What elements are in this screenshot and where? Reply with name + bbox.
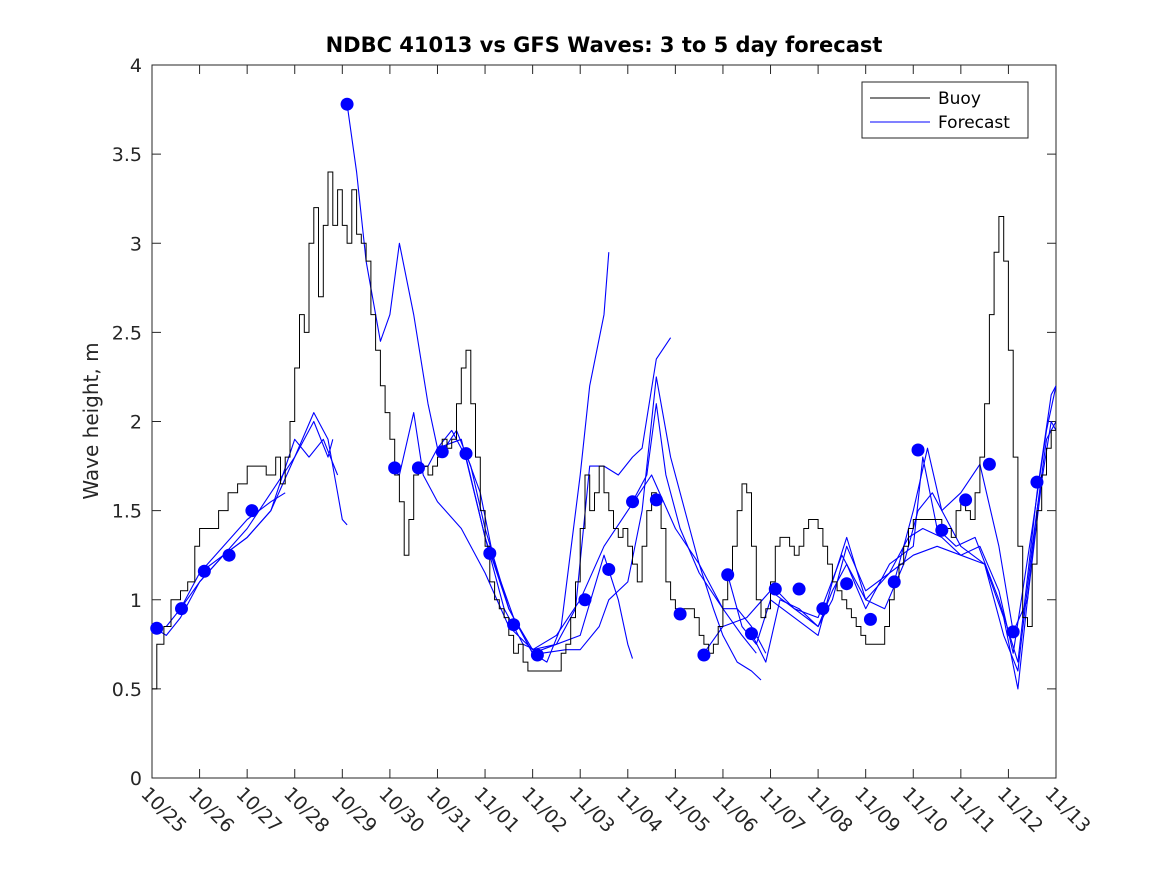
forecast-marker-14 [578, 593, 592, 607]
forecast-line-9 [465, 453, 757, 654]
chart-title: NDBC 41013 vs GFS Waves: 3 to 5 day fore… [326, 33, 883, 57]
y-tick-label: 1.5 [112, 501, 142, 523]
legend: Buoy Forecast [861, 81, 1029, 139]
forecast-marker-21 [744, 627, 758, 641]
forecast-line-15 [893, 447, 1043, 633]
y-tick-label: 1 [130, 590, 142, 612]
forecast-marker-7 [388, 461, 402, 475]
forecast-marker-20 [721, 568, 735, 582]
y-tick-label: 4 [130, 55, 142, 77]
y-tick-label: 0 [130, 768, 142, 790]
forecast-marker-30 [959, 493, 973, 507]
legend-box [861, 81, 1029, 139]
forecast-marker-25 [840, 577, 854, 591]
plot-area-frame [151, 64, 1057, 779]
forecast-marker-3 [197, 564, 211, 578]
y-axis: 0 0.5 1 1.5 2 2.5 3 3.5 4 [112, 55, 1056, 790]
legend-buoy-label: Buoy [938, 89, 981, 109]
y-tick-label: 2 [130, 412, 142, 434]
forecast-marker-17 [649, 493, 663, 507]
y-axis-label: Wave height, m [79, 342, 103, 499]
forecast-marker-1 [150, 621, 164, 635]
forecast-line-4 [199, 492, 286, 574]
forecast-marker-12 [507, 618, 521, 632]
forecast-line-10 [632, 403, 767, 654]
forecast-marker-22 [768, 582, 782, 596]
y-tick-label: 3.5 [112, 144, 142, 166]
forecast-marker-23 [792, 582, 806, 596]
forecast-marker-29 [935, 523, 949, 537]
forecast-marker-4 [222, 548, 236, 562]
forecast-line-5 [346, 104, 610, 663]
y-tick-label: 0.5 [112, 679, 142, 701]
forecast-line-14 [774, 421, 1056, 672]
forecast-marker-24 [816, 602, 830, 616]
forecast-marker-18 [673, 607, 687, 621]
forecast-marker-15 [602, 562, 616, 576]
forecast-marker-28 [911, 443, 925, 457]
forecast-marker-16 [626, 495, 640, 509]
legend-forecast-label: Forecast [938, 113, 1010, 133]
forecast-marker-2 [174, 602, 188, 616]
forecast-marker-8 [411, 461, 425, 475]
forecast-marker-27 [887, 575, 901, 589]
forecast-marker-33 [1030, 475, 1044, 489]
forecast-marker-19 [697, 648, 711, 662]
forecast-marker-9 [435, 445, 449, 459]
forecast-line-1 [152, 412, 348, 636]
forecast-marker-26 [863, 612, 877, 626]
forecast-marker-11 [483, 546, 497, 560]
y-tick-label: 3 [130, 233, 142, 255]
forecast-marker-13 [530, 648, 544, 662]
y-tick-label: 2.5 [112, 322, 142, 344]
buoy-line [152, 171, 1056, 690]
forecast-marker-5 [245, 504, 259, 518]
forecast-markers [150, 97, 1044, 662]
forecast-marker-10 [459, 447, 473, 461]
forecast-marker-32 [1006, 625, 1020, 639]
forecast-marker-31 [982, 457, 996, 471]
forecast-marker-6 [340, 97, 354, 111]
